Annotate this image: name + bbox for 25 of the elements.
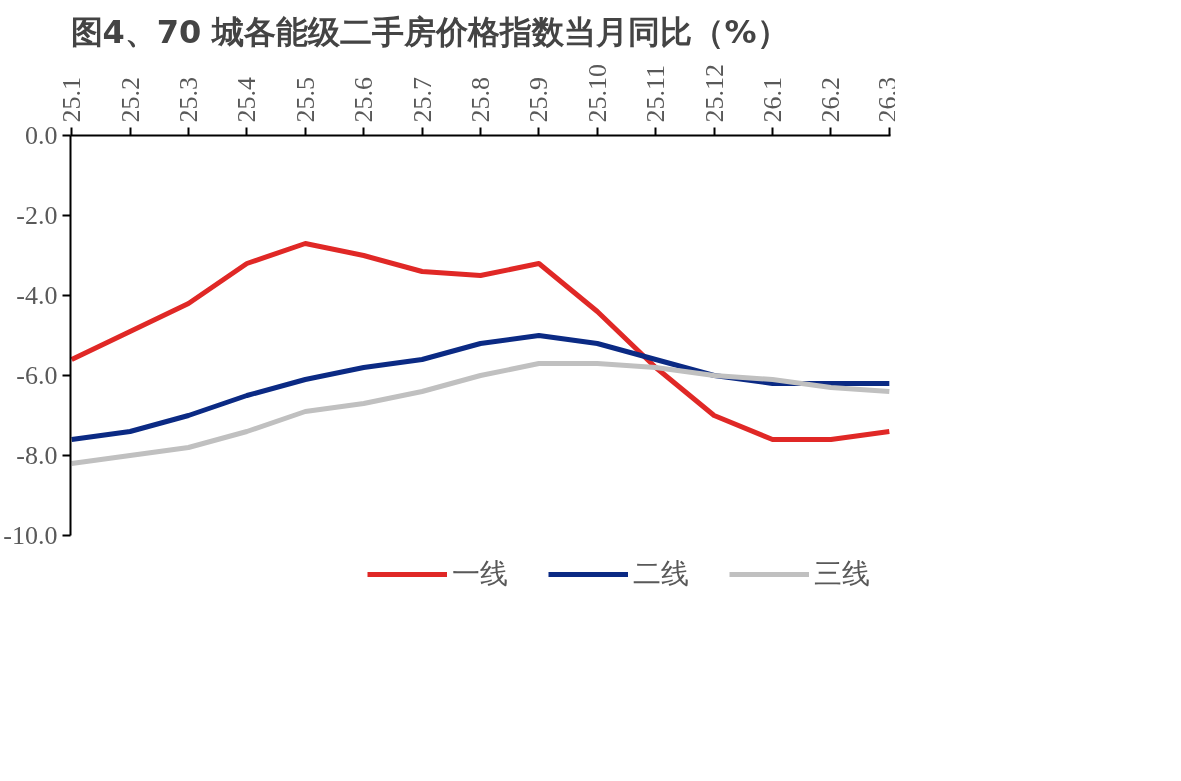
- x-tick-label: 25.1: [57, 77, 87, 123]
- x-tick-label: 25.7: [407, 77, 437, 123]
- x-tick-label: 25.6: [349, 77, 379, 123]
- legend-label: 一线: [452, 556, 508, 592]
- y-tick-label: -2.0: [16, 201, 58, 230]
- x-tick-label: 26.3: [872, 77, 902, 123]
- x-tick-label: 25.3: [173, 77, 203, 123]
- y-tick-label: -4.0: [16, 281, 58, 310]
- y-tick-label: 0.0: [25, 121, 58, 150]
- x-tick-label: 25.4: [232, 77, 262, 123]
- y-tick-label: -6.0: [16, 361, 58, 390]
- y-tick-label: -10.0: [3, 521, 58, 550]
- x-tick-label: 25.5: [290, 77, 320, 123]
- legend-label: 二线: [633, 556, 689, 592]
- legend-label: 三线: [814, 556, 870, 592]
- x-tick-label: 26.2: [816, 77, 846, 123]
- chart-title: 图4、70 城各能级二手房价格指数当月同比（%）: [70, 12, 789, 51]
- x-tick-label: 26.1: [758, 77, 788, 123]
- y-tick-label: -8.0: [16, 441, 58, 470]
- x-tick-label: 25.8: [466, 77, 495, 123]
- x-tick-label: 25.12: [699, 64, 729, 123]
- x-tick-label: 25.11: [641, 64, 671, 123]
- x-tick-label: 25.9: [524, 77, 554, 123]
- x-tick-label: 25.2: [115, 77, 145, 123]
- x-tick-label: 25.10: [582, 64, 612, 123]
